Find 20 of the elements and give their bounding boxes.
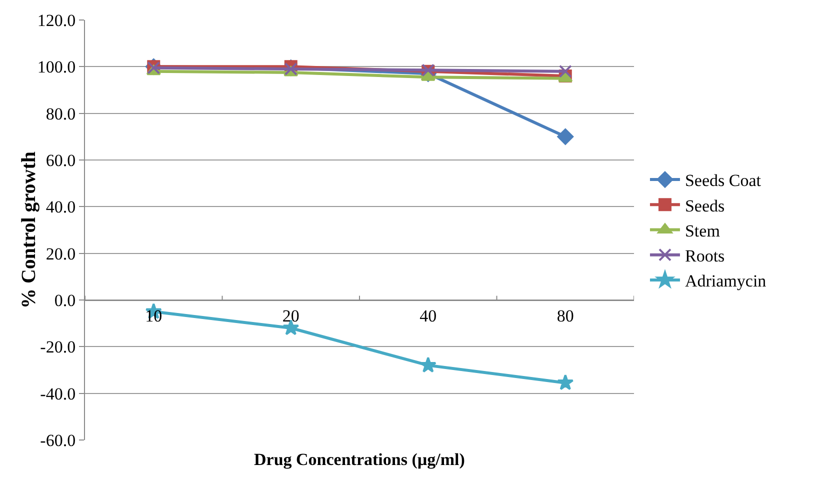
legend-label: Stem — [684, 221, 720, 240]
y-tick-label: -40.0 — [40, 384, 76, 404]
y-tick-label: -60.0 — [40, 430, 76, 450]
y-tick-label: 100.0 — [37, 58, 76, 77]
y-tick-label: 120.0 — [37, 10, 76, 30]
legend-label: Seeds — [684, 196, 725, 216]
legend-label: Seeds Coat — [684, 171, 762, 190]
y-tick-label: 80.0 — [46, 104, 76, 124]
y-tick-label: -20.0 — [40, 338, 76, 357]
x-tick-label: 80 — [556, 306, 574, 326]
x-tick-label: 40 — [420, 306, 437, 326]
y-tick-label: 60.0 — [46, 150, 76, 170]
y-tick-label: 40.0 — [46, 198, 76, 217]
y-axis-title: % Control growth — [18, 151, 40, 309]
x-tick-label: 20 — [282, 306, 300, 326]
legend-label: Roots — [684, 246, 725, 266]
y-tick-label: 20.0 — [46, 244, 76, 264]
legend-label: Adriamycin — [684, 272, 767, 291]
y-tick-label: 0.0 — [54, 290, 76, 310]
x-axis-title: Drug Concentrations (µg/ml) — [254, 450, 465, 469]
